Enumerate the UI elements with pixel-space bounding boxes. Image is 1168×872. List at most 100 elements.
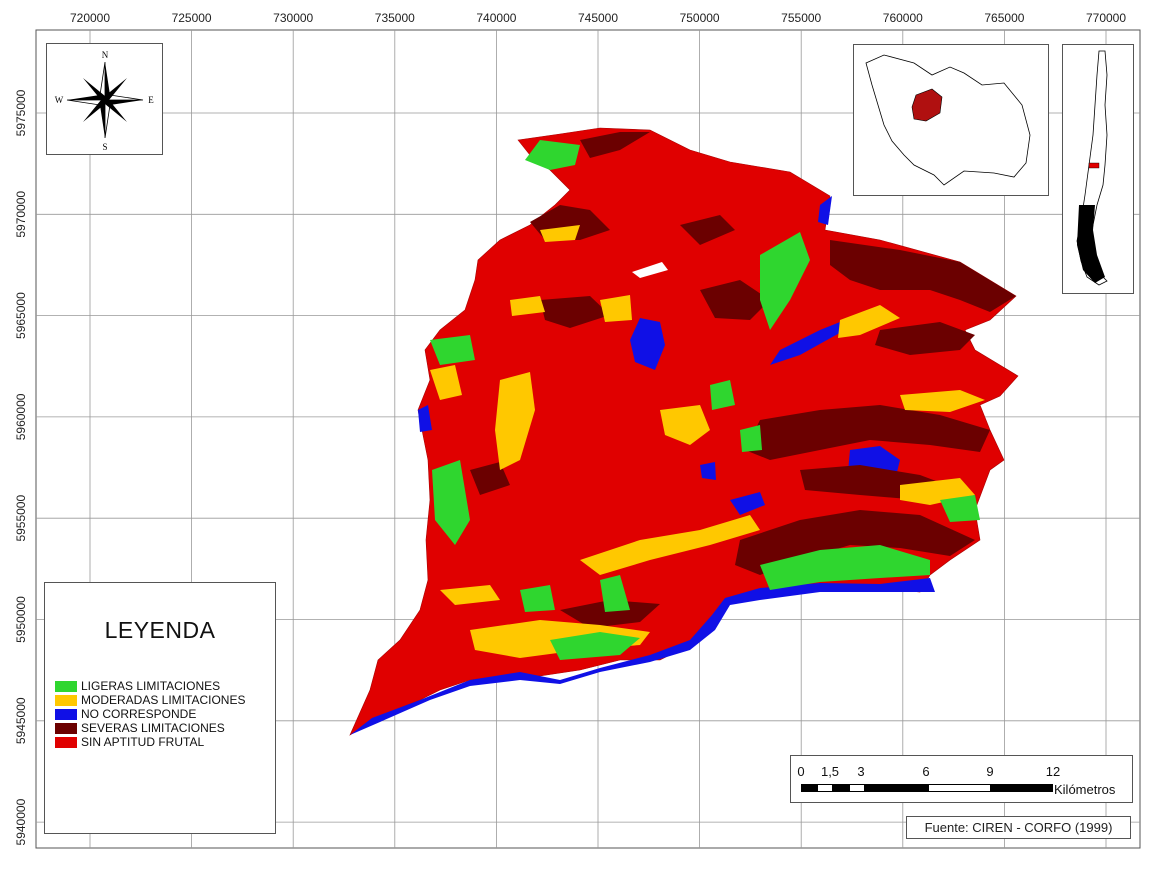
region-ligeras-5 — [550, 632, 640, 660]
scale-unit: Kilómetros — [1054, 782, 1116, 797]
study-area-locator — [911, 88, 943, 122]
region-moderadas-10 — [440, 585, 500, 605]
x-tick-label: 735000 — [375, 11, 415, 25]
region-white-gap — [632, 262, 668, 278]
legend-label: NO CORRESPONDE — [81, 707, 197, 721]
region-moderadas-11 — [540, 225, 580, 242]
x-tick-label: 770000 — [1086, 11, 1126, 25]
region-severas-n — [580, 132, 650, 158]
region-no-corresponde-mid — [730, 492, 765, 515]
scale-label: 0 — [797, 764, 805, 779]
y-tick-label: 5960000 — [14, 393, 28, 440]
region-severas-c3 — [680, 215, 735, 245]
region-moderadas-12 — [430, 365, 462, 400]
x-tick-label: 740000 — [476, 11, 516, 25]
y-tick-label: 5945000 — [14, 697, 28, 744]
region-outline — [865, 54, 1031, 186]
legend-label: LIGERAS LIMITACIONES — [81, 679, 221, 693]
legend-swatch — [55, 694, 77, 706]
y-tick-label: 5955000 — [14, 495, 28, 542]
legend-item: MODERADAS LIMITACIONES — [55, 693, 245, 707]
y-tick-label: 5970000 — [14, 191, 28, 238]
region-severas-e3 — [875, 322, 975, 355]
region-ligeras-4 — [760, 545, 930, 590]
region-severas-c1 — [700, 280, 770, 320]
y-tick-label: 5965000 — [14, 292, 28, 339]
source-note: Fuente: CIREN - CORFO (1999) — [906, 816, 1131, 839]
scale-label: 3 — [857, 764, 865, 779]
scale-label: 9 — [986, 764, 994, 779]
country-locator — [1088, 162, 1100, 169]
x-tick-label: 765000 — [984, 11, 1024, 25]
region-moderadas-7 — [600, 295, 632, 322]
scale-segment — [817, 784, 833, 792]
region-no-corresponde-east — [818, 196, 832, 225]
legend-item: SEVERAS LIMITACIONES — [55, 721, 245, 735]
scale-segment — [833, 784, 849, 792]
region-moderadas-1 — [495, 372, 535, 470]
compass-w-label: W — [55, 95, 64, 105]
compass-n-label: N — [102, 50, 109, 60]
region-ligeras-1 — [432, 460, 470, 545]
scale-segment — [865, 784, 928, 792]
region-ligeras-2 — [760, 232, 810, 330]
regional-inset-map — [853, 44, 1049, 196]
region-moderadas-6 — [900, 390, 985, 412]
x-tick-label: 755000 — [781, 11, 821, 25]
scale-segment — [991, 784, 1053, 792]
x-tick-label: 745000 — [578, 11, 618, 25]
region-severas-w — [470, 462, 510, 495]
legend-swatch — [55, 680, 77, 692]
legend-swatch — [55, 736, 77, 748]
scale-label: 6 — [922, 764, 930, 779]
region-moderadas-8 — [510, 296, 545, 316]
x-tick-label: 730000 — [273, 11, 313, 25]
scale-label: 12 — [1045, 764, 1061, 779]
compass-rose-icon: N S E W — [55, 50, 155, 152]
region-ligeras-11 — [520, 585, 555, 612]
x-coordinate-labels: 720000 725000 730000 735000 740000 745000 7500… — [70, 11, 1126, 25]
legend-swatch — [55, 722, 77, 734]
x-tick-label: 760000 — [883, 11, 923, 25]
scale-bar: 0 1,5 3 6 9 12 Kilómetros — [790, 755, 1133, 803]
region-ligeras-7 — [710, 380, 735, 410]
y-tick-label: 5950000 — [14, 596, 28, 643]
legend-label: SIN APTITUD FRUTAL — [81, 735, 205, 749]
compass-e-label: E — [148, 95, 154, 105]
region-ligeras-3 — [525, 140, 580, 170]
region-ligeras-6 — [430, 335, 475, 365]
region-ligeras-8 — [600, 575, 630, 612]
region-ligeras-10 — [740, 425, 762, 452]
region-severas-e1 — [745, 405, 990, 460]
legend-title: LEYENDA — [104, 617, 216, 643]
region-severas-s1 — [560, 600, 660, 628]
legend: LEYENDA LIGERAS LIMITACIONES MODERADAS LI… — [44, 582, 276, 834]
region-moderadas-5 — [838, 305, 900, 338]
region-moderadas-2 — [660, 405, 710, 445]
scale-label: 1,5 — [820, 764, 840, 779]
region-no-corresponde-e2 — [770, 318, 850, 365]
x-tick-label: 720000 — [70, 11, 110, 25]
legend-item: LIGERAS LIMITACIONES — [55, 679, 245, 693]
x-tick-label: 750000 — [680, 11, 720, 25]
scale-segment — [849, 784, 865, 792]
scale-segment — [801, 784, 817, 792]
compass-rose-box: N S E W — [46, 43, 163, 155]
legend-label: MODERADAS LIMITACIONES — [81, 693, 246, 707]
scale-segment — [928, 784, 991, 792]
region-no-corresponde-center — [630, 318, 665, 370]
region-ligeras-9 — [940, 495, 980, 522]
y-coordinate-labels: 5975000 5970000 5965000 5960000 5955000 59500… — [14, 89, 28, 845]
compass-s-label: S — [102, 142, 107, 152]
x-tick-label: 725000 — [172, 11, 212, 25]
legend-label: SEVERAS LIMITACIONES — [81, 721, 225, 735]
region-no-corresponde-c2 — [700, 462, 716, 480]
legend-item: SIN APTITUD FRUTAL — [55, 735, 245, 749]
country-south-fill — [1077, 205, 1105, 283]
y-tick-label: 5940000 — [14, 798, 28, 845]
region-severas-c2 — [540, 296, 610, 328]
region-severas-ne — [830, 240, 1016, 312]
legend-item: NO CORRESPONDE — [55, 707, 245, 721]
y-tick-label: 5975000 — [14, 89, 28, 136]
region-moderadas-3 — [580, 515, 760, 575]
